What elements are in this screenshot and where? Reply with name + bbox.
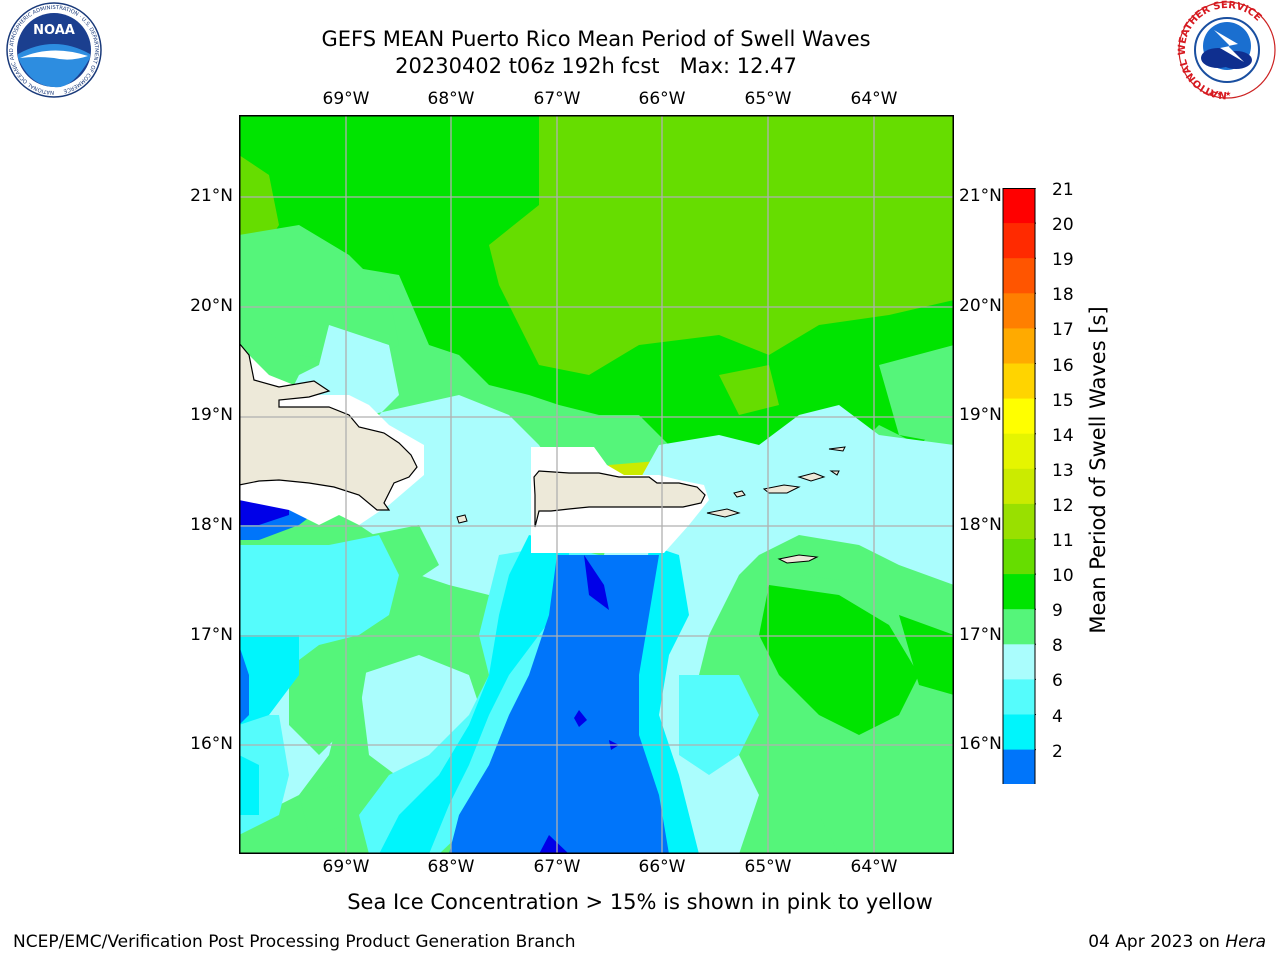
colorbar-tick-label: 16 (1052, 355, 1074, 376)
colorbar-segment (1003, 433, 1035, 470)
contour-11-12 (489, 115, 954, 375)
colorbar-tick-label: 4 (1052, 706, 1063, 727)
colorbar-tick-label: 19 (1052, 250, 1074, 271)
colorbar-segment (1003, 188, 1035, 224)
lon-tick-top: 68°W (427, 89, 475, 109)
lon-tick-top: 65°W (744, 89, 792, 109)
noaa-logo: NATIONAL OCEANIC AND ATMOSPHERIC ADMINIS… (0, 0, 108, 100)
footer-machine: Hera (1225, 932, 1266, 952)
lon-tick-bottom: 65°W (744, 857, 792, 877)
land-hispaniola (238, 341, 418, 511)
colorbar-segment (1003, 293, 1035, 329)
lon-tick-bottom: 68°W (427, 857, 475, 877)
contour-10-11-se (759, 585, 954, 735)
chart-title: GEFS MEAN Puerto Rico Mean Period of Swe… (321, 27, 871, 51)
lat-tick-left: 17°N (190, 625, 233, 645)
colorbar-tick-label: 20 (1052, 215, 1074, 236)
lon-tick-top: 66°W (638, 89, 686, 109)
colorbar-segment (1003, 398, 1035, 435)
land-anegada (828, 446, 846, 452)
land-tortola (797, 472, 826, 482)
land-sombrero (829, 470, 840, 476)
colorbar-segment (1003, 223, 1035, 259)
lon-tick-bottom: 66°W (638, 857, 686, 877)
colorbar-tick-label: 9 (1052, 601, 1063, 622)
lat-tick-left: 19°N (190, 405, 233, 425)
colorbar-tick-label: 13 (1052, 460, 1074, 481)
lat-tick-right: 20°N (959, 296, 1002, 316)
lat-tick-left: 20°N (190, 296, 233, 316)
lat-tick-right: 16°N (959, 734, 1002, 754)
chart-subtitle: 20230402 t06z 192h fcst Max: 12.47 (395, 54, 797, 78)
colorbar-segment (1003, 749, 1035, 786)
sea-ice-footnote: Sea Ice Concentration > 15% is shown in … (347, 890, 933, 914)
footer-date-text: 04 Apr 2023 on (1088, 932, 1220, 952)
colorbar-segment (1003, 503, 1035, 540)
colorbar-tick-label: 11 (1052, 531, 1074, 551)
land-st-croix (777, 554, 819, 564)
colorbar-tick-label: 14 (1052, 425, 1074, 446)
colorbar-segment (1003, 258, 1035, 294)
land-mona-island (456, 514, 468, 524)
map-svg (238, 115, 954, 854)
nws-logo: NATIONAL WEATHER SERVICE ★ ★ ★ (1174, 0, 1280, 100)
lon-tick-bottom: 67°W (533, 857, 581, 877)
contour-11-12-blob2 (719, 365, 779, 415)
lat-tick-right: 18°N (959, 515, 1002, 535)
colorbar-tick-label: 2 (1052, 741, 1063, 762)
contour-9-10-east (879, 345, 954, 445)
svg-text:★ ★ ★: ★ ★ ★ (1208, 90, 1231, 98)
colorbar-segment (1003, 328, 1035, 364)
lat-tick-right: 19°N (959, 405, 1002, 425)
colorbar-segment (1003, 644, 1035, 680)
colorbar-tick-label: 15 (1052, 390, 1074, 411)
footer-credit: NCEP/EMC/Verification Post Processing Pr… (13, 932, 576, 952)
land-vieques (706, 508, 741, 518)
map-panel (238, 115, 954, 854)
lon-tick-top: 64°W (850, 89, 898, 109)
colorbar-tick-label: 8 (1052, 636, 1063, 657)
colorbar-segment (1003, 714, 1035, 751)
colorbar-segment (1003, 363, 1035, 400)
colorbar (1002, 187, 1036, 814)
colorbar-tick-label: 21 (1052, 180, 1074, 200)
lon-tick-top: 69°W (322, 89, 370, 109)
colorbar-segment (1003, 539, 1035, 575)
colorbar-tick-label: 10 (1052, 566, 1074, 587)
colorbar-segment (1003, 679, 1035, 715)
contour-2-4 (239, 500, 669, 854)
colorbar-tick-label: 17 (1052, 320, 1074, 341)
colorbar-segment (1003, 574, 1035, 610)
lon-tick-bottom: 69°W (322, 857, 370, 877)
lon-tick-bottom: 64°W (850, 857, 898, 877)
lat-tick-left: 16°N (190, 734, 233, 754)
lon-tick-top: 67°W (533, 89, 581, 109)
land-culebra (733, 490, 746, 498)
colorbar-segment (1003, 468, 1035, 505)
contour-9-10-north (239, 225, 399, 365)
colorbar-title: Mean Period of Swell Waves [s] (1086, 306, 1110, 634)
lat-tick-right: 21°N (959, 186, 1002, 206)
footer-date: 04 Apr 2023 on Hera (1088, 932, 1266, 952)
noaa-logo-text: NOAA (33, 23, 75, 38)
map-frame (239, 115, 954, 854)
colorbar-tick-label: 12 (1052, 495, 1074, 516)
graticule (239, 115, 954, 854)
lat-tick-right: 17°N (959, 625, 1002, 645)
colorbar-segment (1003, 609, 1035, 645)
lat-tick-left: 18°N (190, 515, 233, 535)
colorbar-tick-label: 18 (1052, 285, 1074, 306)
lat-tick-left: 21°N (190, 186, 233, 206)
colorbar-tick-label: 6 (1052, 671, 1063, 692)
